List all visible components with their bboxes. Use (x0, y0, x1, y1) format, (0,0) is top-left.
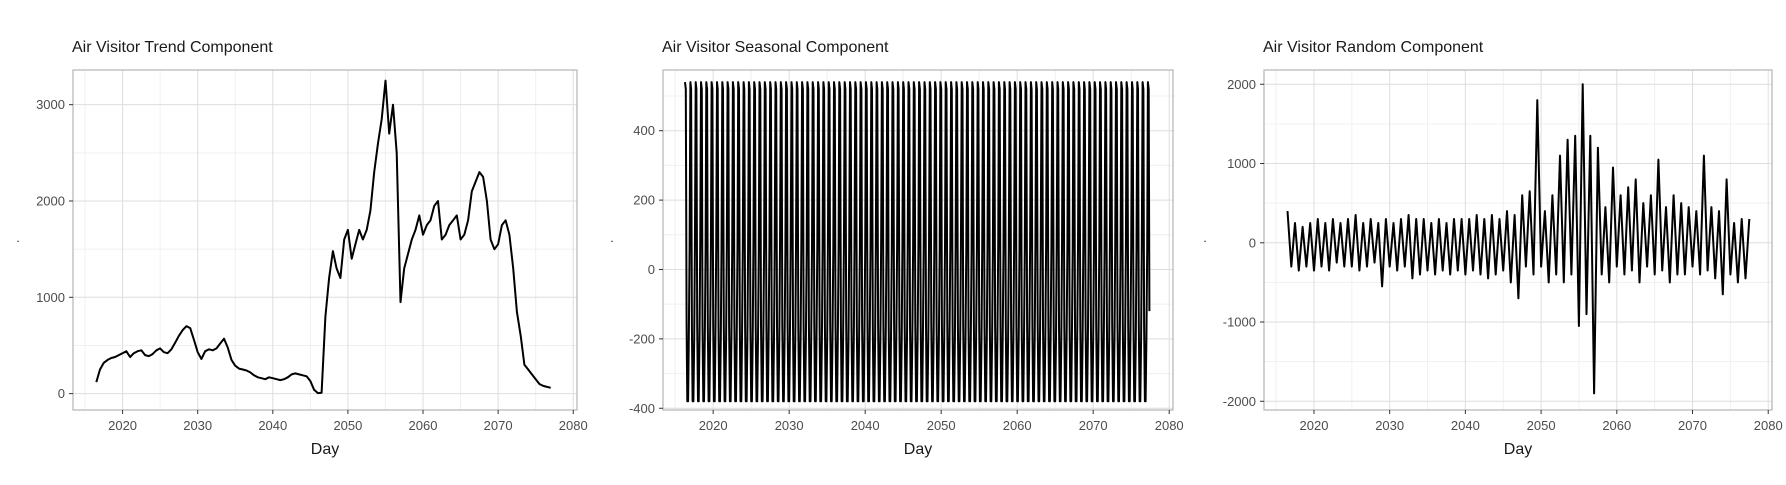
x-tick-label: 2050 (927, 418, 956, 433)
chart-title: Air Visitor Seasonal Component (662, 39, 889, 56)
y-tick-label: -2000 (1223, 394, 1256, 409)
x-tick-label: 2060 (1602, 418, 1631, 433)
plot-background (1264, 70, 1772, 410)
x-tick-label: 2040 (1451, 418, 1480, 433)
y-tick-label: 1000 (1227, 156, 1256, 171)
x-tick-label: 2030 (1375, 418, 1404, 433)
x-tick-label: 2050 (333, 418, 362, 433)
x-axis-label: Day (904, 441, 932, 458)
y-tick-label: 0 (648, 262, 655, 277)
x-tick-label: 2030 (775, 418, 804, 433)
x-tick-label: 2070 (1079, 418, 1108, 433)
series-line (1286, 83, 1751, 395)
x-tick-label: 2020 (699, 418, 728, 433)
y-tick-label: -200 (629, 331, 655, 346)
y-tick-label: -1000 (1223, 315, 1256, 330)
x-tick-label: 2060 (409, 418, 438, 433)
y-axis-label: . (1203, 231, 1206, 245)
y-tick-label: 1000 (36, 290, 65, 305)
x-tick-label: 2060 (1003, 418, 1032, 433)
x-tick-label: 2080 (1155, 418, 1184, 433)
series-line (684, 81, 1151, 403)
plot-frame (662, 69, 1174, 411)
x-tick-label: 2040 (851, 418, 880, 433)
y-axis-label: . (16, 231, 19, 245)
plot-frame (1263, 69, 1773, 411)
chart-panel-1: 2020 2030 2040 2050 2060 2070 2080 0 1000 2000 300… (16, 39, 587, 458)
x-tick-label: 2070 (1678, 418, 1707, 433)
y-tick-label: 2000 (1227, 77, 1256, 92)
x-tick-label: 2020 (1300, 418, 1329, 433)
x-axis-label: Day (1504, 441, 1532, 458)
chart-title: Air Visitor Random Component (1263, 39, 1484, 56)
x-tick-label: 2080 (1754, 418, 1783, 433)
x-axis-label: Day (311, 441, 339, 458)
chart-title: Air Visitor Trend Component (72, 39, 273, 56)
chart-panel-2: 2020 2030 2040 2050 2060 2070 2080 -400 -200 0 200… (610, 39, 1183, 458)
y-tick-label: -400 (629, 401, 655, 416)
x-tick-label: 2020 (108, 418, 137, 433)
series-line (95, 79, 551, 395)
y-axis-label: . (610, 231, 613, 245)
chart-panel-3: 2020 2030 2040 2050 2060 2070 2080 -2000 -1000 0 1… (1203, 39, 1782, 458)
x-tick-label: 2080 (559, 418, 588, 433)
x-tick-label: 2070 (484, 418, 513, 433)
y-tick-label: 0 (58, 386, 65, 401)
y-tick-label: 3000 (36, 97, 65, 112)
y-tick-label: 200 (633, 193, 655, 208)
y-tick-label: 2000 (36, 193, 65, 208)
x-tick-label: 2040 (258, 418, 287, 433)
y-tick-label: 400 (633, 123, 655, 138)
plot-background (73, 70, 577, 410)
x-tick-label: 2030 (183, 418, 212, 433)
y-tick-label: 0 (1249, 235, 1256, 250)
x-tick-label: 2050 (1527, 418, 1556, 433)
plot-frame (72, 69, 578, 411)
